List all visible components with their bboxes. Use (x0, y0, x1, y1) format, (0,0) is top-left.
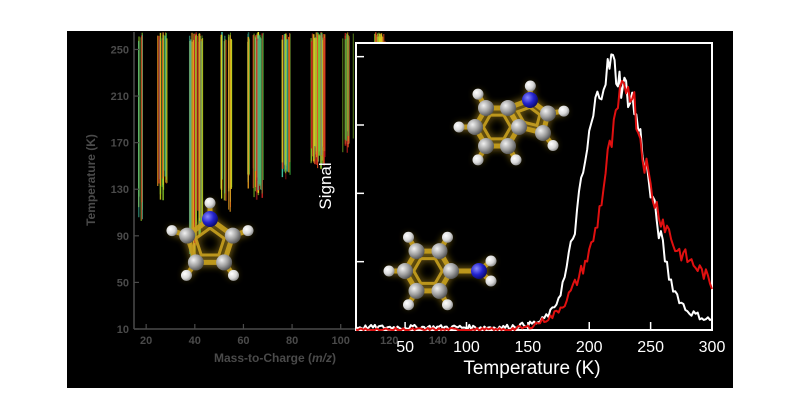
left-x-axis-label: Mass-to-Charge (m/z) (214, 351, 336, 365)
heatmap-streak (220, 32, 226, 201)
nitrogen-atom (202, 211, 218, 227)
carbon-atom (500, 138, 516, 155)
carbon-atom (478, 138, 494, 155)
carbon-atom (511, 119, 527, 135)
carbon-atom (408, 282, 425, 299)
right-y-ticks (356, 55, 364, 263)
carbon-atom (535, 125, 551, 141)
carbon-atom (478, 99, 494, 116)
right-line-panel: 50 100 150 200 250 300 Signal Temperature (K) (316, 42, 725, 379)
carbon-atom (187, 254, 204, 271)
heatmap-streak (225, 32, 233, 212)
left-x-tick-label: 120 (380, 335, 398, 347)
hydrogen-atom (472, 154, 484, 166)
hydrogen-atom (547, 139, 559, 151)
heatmap-streak (257, 32, 264, 198)
left-y-tick-label: 170 (111, 138, 129, 150)
hydrogen-atom (442, 231, 453, 243)
left-x-tick-label: 40 (189, 335, 201, 347)
heatmap-streak (196, 33, 204, 234)
carbon-atom (397, 263, 413, 279)
right-x-axis-label: Temperature (K) (463, 358, 600, 379)
hydrogen-atom (510, 154, 522, 166)
carbon-atom (179, 227, 196, 244)
right-x-tick-label: 100 (453, 339, 480, 356)
hydrogen-atom (228, 269, 240, 281)
left-y-tick-label: 130 (111, 184, 129, 196)
pyrrole-molecule (166, 197, 254, 281)
hydrogen-atom (403, 231, 414, 243)
carbon-atom (431, 243, 448, 260)
left-y-tick-label: 10 (117, 324, 129, 336)
heatmap-streaks (138, 32, 386, 270)
carbon-atom (443, 263, 459, 279)
hydrogen-atom (558, 105, 570, 117)
aniline-molecule (383, 231, 497, 311)
left-y-tick-label: 50 (117, 277, 129, 289)
right-plot-frame (355, 42, 713, 331)
carbon-atom (431, 282, 448, 299)
hydrogen-atom (383, 265, 395, 277)
carbon-atom (540, 105, 556, 122)
heatmap-streak (319, 33, 326, 170)
hydrogen-atom (442, 299, 453, 311)
left-x-tick-label: 140 (429, 335, 447, 347)
heatmap-streak (283, 33, 291, 175)
hydrogen-atom (180, 269, 192, 281)
right-x-tick-label: 50 (396, 339, 414, 356)
left-y-tick-label: 210 (111, 91, 129, 103)
heatmap-streak (138, 32, 143, 221)
hydrogen-atom (453, 121, 465, 133)
white-series-line (355, 53, 713, 331)
right-x-tick-label: 150 (515, 339, 542, 356)
hydrogen-atom (524, 80, 536, 92)
left-y-axis-label: Temperature (K) (84, 134, 98, 226)
nitrogen-atom (522, 91, 538, 108)
hydrogen-atom (242, 225, 254, 237)
left-x-tick-label: 80 (286, 335, 298, 347)
carbon-atom (500, 99, 516, 116)
carbon-atom (408, 243, 425, 260)
red-series-line (355, 79, 713, 331)
heatmap-streak (346, 32, 354, 148)
right-x-ticks: 50 100 150 200 250 300 (396, 322, 725, 356)
right-series (355, 53, 713, 331)
hydrogen-atom (166, 225, 178, 237)
left-y-ticks: 10 50 90 130 170 210 250 (111, 44, 139, 336)
right-y-axis-label: Signal (316, 162, 335, 209)
left-x-tick-label: 100 (332, 335, 350, 347)
right-x-tick-label: 300 (699, 339, 726, 356)
left-x-tick-label: 20 (140, 335, 152, 347)
left-x-tick-label: 60 (237, 335, 249, 347)
nitrogen-atom (471, 263, 487, 279)
hydrogen-atom (403, 299, 414, 311)
right-x-tick-label: 250 (637, 339, 664, 356)
hydrogen-atom (204, 197, 216, 209)
hydrogen-atom (472, 88, 484, 100)
carbon-atom (216, 254, 233, 271)
left-y-tick-label: 250 (111, 44, 129, 56)
carbon-atom (224, 227, 241, 244)
carbon-atom (467, 119, 483, 135)
indole-molecule (453, 80, 570, 166)
left-y-tick-label: 90 (117, 231, 129, 243)
heatmap-streak (162, 32, 168, 185)
hydrogen-atom (485, 275, 497, 287)
hydrogen-atom (485, 255, 497, 267)
right-x-tick-label: 200 (576, 339, 603, 356)
left-heatmap-panel: 10 50 90 130 170 210 250 20 40 60 80 100 120 140 Tem… (84, 32, 447, 365)
